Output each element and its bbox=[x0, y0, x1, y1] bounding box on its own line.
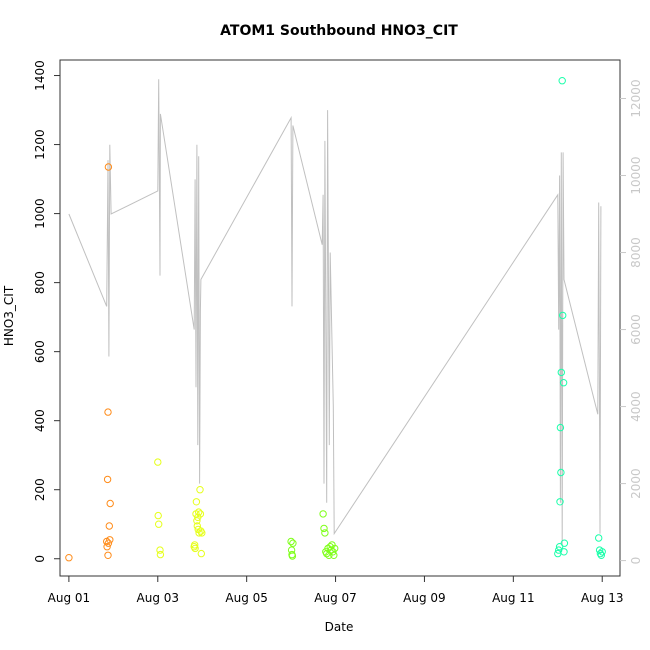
data-point bbox=[192, 498, 201, 506]
data-point bbox=[198, 529, 206, 537]
y-tick-label: 1400 bbox=[33, 60, 47, 91]
data-point bbox=[106, 536, 114, 544]
data-point bbox=[330, 551, 338, 559]
data-point bbox=[196, 486, 204, 494]
data-point bbox=[287, 537, 295, 546]
data-point bbox=[557, 468, 565, 477]
x-tick-label: Aug 05 bbox=[225, 591, 268, 605]
data-point bbox=[103, 543, 111, 551]
data-point bbox=[319, 510, 327, 518]
data-point bbox=[560, 539, 569, 547]
y-tick-label: 400 bbox=[33, 409, 47, 432]
data-point bbox=[197, 549, 206, 558]
y-tick-label: 600 bbox=[33, 340, 47, 363]
data-point bbox=[556, 423, 565, 432]
data-point bbox=[556, 498, 564, 506]
data-point bbox=[65, 554, 73, 562]
data-point bbox=[104, 408, 112, 416]
data-point bbox=[598, 548, 606, 556]
data-point bbox=[106, 499, 114, 508]
y2-tick-label: 6000 bbox=[629, 314, 643, 345]
data-point bbox=[154, 458, 162, 466]
y-tick-label: 0 bbox=[33, 555, 47, 563]
x-tick-label: Aug 11 bbox=[492, 591, 535, 605]
y2-tick-label: 2000 bbox=[629, 468, 643, 499]
y-tick-label: 1200 bbox=[33, 129, 47, 160]
data-point bbox=[321, 529, 329, 537]
y2-tick-label: 8000 bbox=[629, 237, 643, 268]
data-point bbox=[331, 544, 339, 553]
y-tick-label: 800 bbox=[33, 271, 47, 294]
plot-frame bbox=[59, 59, 621, 577]
data-point bbox=[196, 510, 205, 518]
data-point bbox=[555, 546, 563, 554]
data-point bbox=[597, 551, 605, 559]
data-point bbox=[104, 551, 112, 559]
data-point bbox=[155, 520, 163, 528]
data-point bbox=[195, 529, 203, 537]
x-tick-label: Aug 09 bbox=[403, 591, 446, 605]
data-point bbox=[195, 508, 203, 516]
data-point bbox=[558, 77, 566, 85]
data-point bbox=[289, 539, 297, 547]
y2-tick-label: 10000 bbox=[629, 156, 643, 194]
plot-area: Aug 01 Aug 03 Aug 05 Aug 07 Aug 09 Aug 11 Aug … bbox=[33, 59, 643, 605]
data-point bbox=[156, 550, 165, 559]
chart-title: ATOM1 Southbound HNO3_CIT bbox=[220, 23, 458, 39]
data-point bbox=[555, 543, 564, 551]
y-axis-label: HNO3_CIT bbox=[2, 285, 16, 346]
y-tick-label: 1000 bbox=[33, 198, 47, 229]
data-point bbox=[191, 544, 199, 553]
data-point bbox=[191, 541, 199, 549]
data-point bbox=[559, 311, 567, 320]
data-point bbox=[156, 546, 164, 554]
x-tick-label: Aug 13 bbox=[581, 591, 624, 605]
data-point bbox=[104, 163, 113, 171]
data-point bbox=[560, 548, 568, 556]
y-tick-label: 200 bbox=[33, 478, 47, 501]
y2-tick-label: 0 bbox=[629, 557, 643, 565]
data-point bbox=[320, 524, 328, 533]
data-point bbox=[104, 539, 113, 547]
secondary-line-series bbox=[68, 79, 602, 546]
x-tick-label: Aug 03 bbox=[137, 591, 180, 605]
data-point bbox=[559, 379, 568, 387]
x-axis-label: Date bbox=[325, 620, 354, 634]
data-point bbox=[595, 534, 603, 542]
data-point bbox=[193, 517, 201, 525]
x-tick-label: Aug 07 bbox=[314, 591, 357, 605]
y2-tick-label: 12000 bbox=[629, 79, 643, 117]
data-point bbox=[154, 511, 162, 520]
data-point bbox=[105, 522, 114, 530]
data-point bbox=[193, 522, 202, 530]
data-point bbox=[288, 552, 297, 560]
x-tick-label: Aug 01 bbox=[48, 591, 91, 605]
y2-tick-label: 4000 bbox=[629, 391, 643, 422]
data-point bbox=[103, 475, 112, 484]
data-point bbox=[557, 368, 565, 377]
